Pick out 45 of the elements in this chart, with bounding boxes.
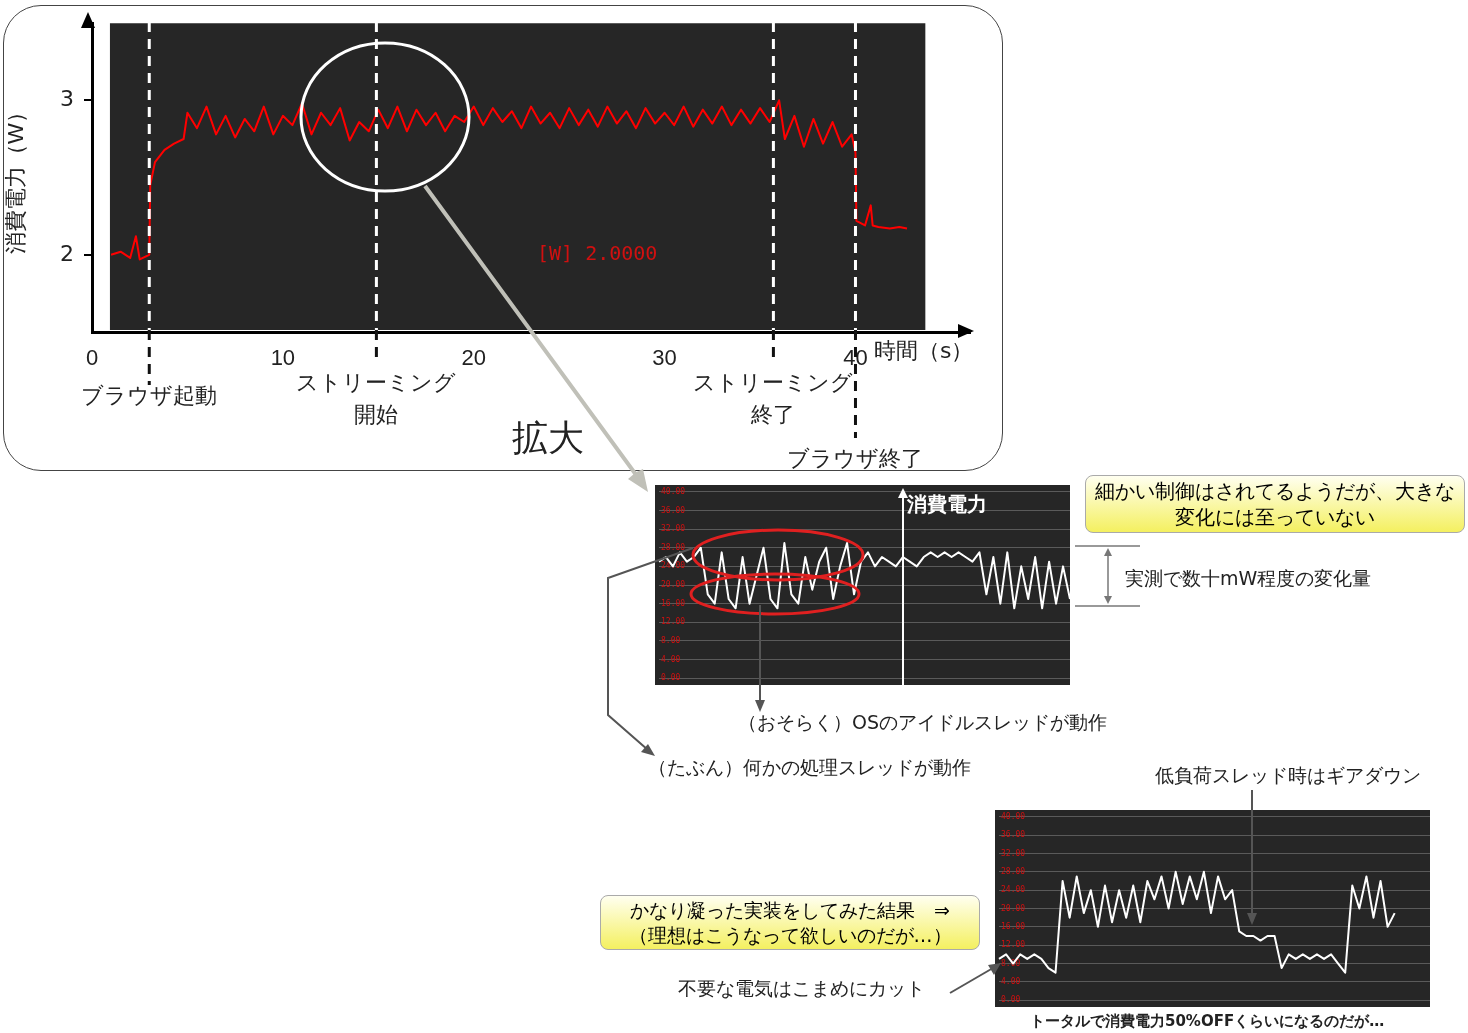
ref-line-label: ストリーミング終了 [693, 369, 854, 427]
y-tick-label: 40.00 [661, 486, 686, 496]
y-tick-label: 16.00 [661, 598, 686, 608]
annotation: [W] 2.0000 [537, 240, 658, 266]
text: 実測で数十mW程度の変化量 [1125, 566, 1372, 591]
y-tick-label: 28.00 [1001, 866, 1026, 876]
y-tick-label: 16.00 [1001, 921, 1026, 931]
y-tick-label: 12.00 [1001, 940, 1026, 950]
y-tick-label: 20.00 [661, 580, 686, 590]
ref-line-label: ブラウザ起動 [81, 382, 218, 408]
annotation: 消費電力 [907, 491, 987, 517]
text: （たぶん）何かの処理スレッドが動作 [648, 755, 971, 780]
y-tick-label: 32.00 [1001, 848, 1026, 858]
y-tick-label: 3 [60, 86, 74, 112]
y-tick-label: 4.00 [1001, 976, 1021, 986]
x-tick-label: 0 [85, 345, 99, 371]
y-tick-label: 12.00 [661, 617, 686, 627]
y-axis-title: 消費電力（W） [3, 101, 29, 254]
x-tick-label: 20 [461, 345, 486, 371]
y-tick-label: 36.00 [1001, 830, 1026, 840]
y-tick-label: 24.00 [1001, 885, 1026, 895]
y-tick-label: 36.00 [661, 505, 686, 515]
y-tick-label: 24.00 [661, 561, 686, 571]
text: トータルで消費電力50%OFFくらいになるのだが… [1030, 1012, 1385, 1032]
y-tick-label: 28.00 [661, 542, 686, 552]
ref-line-label: ブラウザ終了 [787, 445, 924, 471]
y-tick-label: 2 [60, 240, 74, 266]
y-tick-label: 0.00 [661, 673, 681, 683]
x-tick-label: 30 [652, 345, 677, 371]
text: かなり凝った実装をしてみた結果 ⇒ （理想はこうなって欲しいのだが…） [600, 895, 980, 951]
text: 細かい制御はされてるようだが、大きな変化には至っていない [1085, 475, 1465, 533]
ref-line-label: ストリーミング開始 [296, 369, 457, 427]
x-tick-label: 10 [270, 345, 296, 371]
x-axis-title: 時間（s） [874, 337, 974, 363]
x-tick-label: 40 [843, 345, 868, 371]
y-tick-label: 32.00 [661, 524, 686, 534]
text: 拡大 [512, 416, 584, 460]
y-tick-label: 20.00 [1001, 903, 1026, 913]
text: 不要な電気はこまめにカット [678, 976, 925, 1001]
text: 低負荷スレッド時はギアダウン [1155, 763, 1421, 788]
y-tick-label: 0.00 [1001, 995, 1021, 1005]
text: （おそらく）OSのアイドルスレッドが動作 [738, 710, 1108, 735]
y-tick-label: 8.00 [661, 636, 681, 645]
y-tick-label: 4.00 [661, 654, 681, 664]
y-tick-label: 40.00 [1001, 811, 1026, 821]
